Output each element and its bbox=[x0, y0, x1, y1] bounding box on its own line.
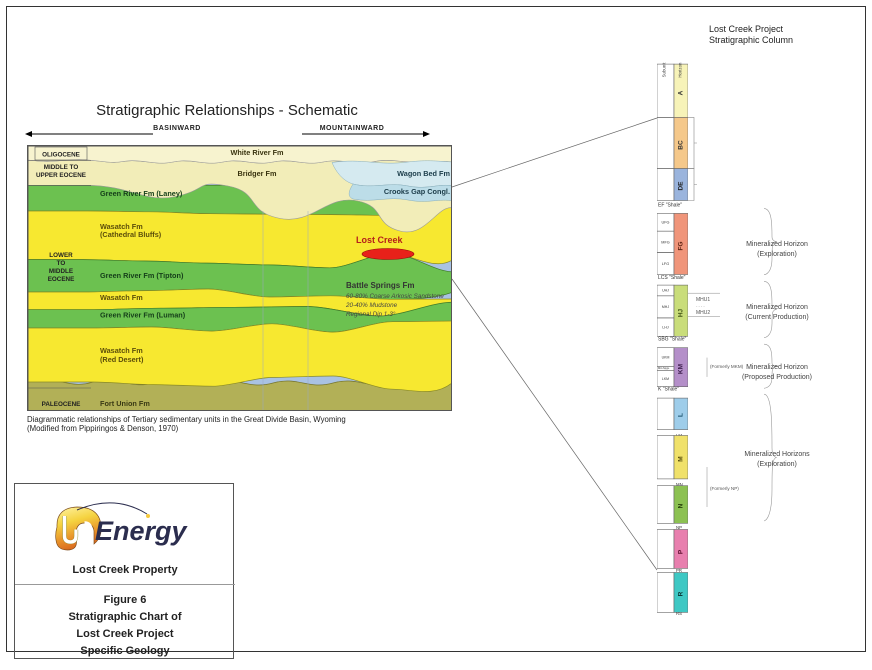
svg-text:Horizon: Horizon bbox=[678, 62, 683, 78]
svg-text:SBG "Shale": SBG "Shale" bbox=[658, 337, 687, 343]
svg-text:(Proposed Production): (Proposed Production) bbox=[742, 374, 812, 381]
svg-text:MHJ: MHJ bbox=[662, 305, 669, 309]
svg-text:LHJ: LHJ bbox=[662, 326, 668, 330]
svg-text:(Current Production): (Current Production) bbox=[745, 314, 808, 321]
svg-text:Subunit: Subunit bbox=[662, 62, 667, 78]
svg-text:L: L bbox=[678, 413, 685, 417]
svg-text:Mtn.Spgs.: Mtn.Spgs. bbox=[658, 366, 670, 370]
svg-text:RS: RS bbox=[676, 611, 682, 616]
svg-text:A: A bbox=[678, 90, 685, 95]
svg-text:UFG: UFG bbox=[661, 221, 669, 225]
svg-text:KM: KM bbox=[678, 364, 685, 374]
svg-text:LFG: LFG bbox=[662, 262, 669, 266]
svg-text:P: P bbox=[678, 549, 685, 554]
svg-text:Mineralized Horizons: Mineralized Horizons bbox=[744, 451, 810, 458]
svg-text:Mineralized Horizon: Mineralized Horizon bbox=[746, 364, 808, 371]
svg-text:(Formerly MKM): (Formerly MKM) bbox=[710, 364, 744, 369]
svg-text:LCS "Shale": LCS "Shale" bbox=[658, 275, 686, 281]
svg-text:UHJ: UHJ bbox=[662, 289, 669, 293]
svg-text:MHU2: MHU2 bbox=[696, 310, 710, 316]
svg-text:MFG: MFG bbox=[661, 241, 669, 245]
svg-text:Mineralized Horizon: Mineralized Horizon bbox=[746, 241, 808, 248]
svg-text:BC: BC bbox=[678, 140, 685, 150]
svg-text:DE: DE bbox=[678, 181, 685, 191]
svg-text:FG: FG bbox=[678, 241, 685, 250]
svg-text:EF "Shale": EF "Shale" bbox=[658, 203, 682, 209]
svg-text:- - - -: - - - - bbox=[696, 303, 705, 308]
svg-text:UKM: UKM bbox=[662, 356, 670, 360]
svg-text:(Exploration): (Exploration) bbox=[757, 461, 797, 468]
svg-text:LKM: LKM bbox=[662, 377, 669, 381]
svg-text:R: R bbox=[678, 591, 685, 596]
svg-text:MHU1: MHU1 bbox=[696, 297, 710, 303]
svg-text:N: N bbox=[678, 503, 685, 508]
svg-text:M: M bbox=[678, 456, 685, 461]
svg-text:(Exploration): (Exploration) bbox=[757, 251, 797, 258]
svg-text:(Formerly NP): (Formerly NP) bbox=[710, 486, 739, 491]
svg-text:Mineralized Horizon: Mineralized Horizon bbox=[746, 304, 808, 311]
svg-text:K "Shale": K "Shale" bbox=[658, 387, 679, 393]
svg-text:HJ: HJ bbox=[678, 308, 685, 317]
